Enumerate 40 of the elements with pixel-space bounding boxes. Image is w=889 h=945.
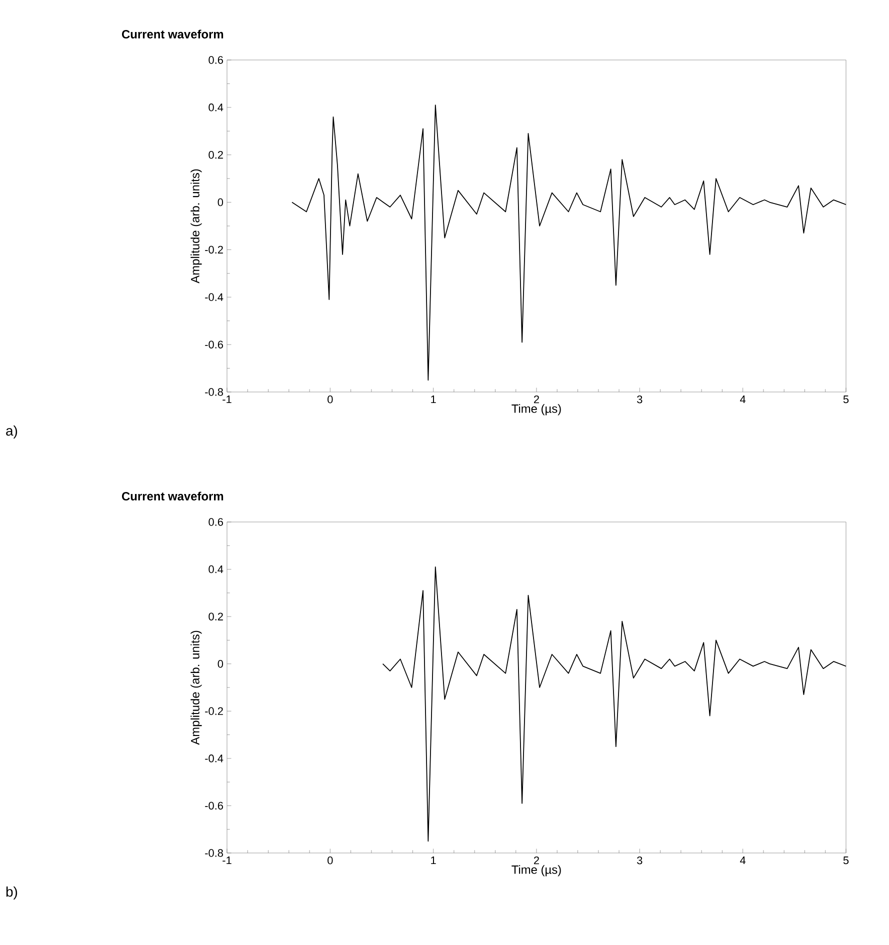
y-tick-label: -0.4 (205, 754, 224, 762)
x-axis-title: Time (µs) (512, 865, 561, 876)
text: b) (6, 886, 18, 900)
x-tick-label: 2 (534, 856, 539, 864)
y-tick-label: 0.4 (208, 565, 224, 574)
x-tick-label: 2 (534, 396, 539, 404)
line-series (292, 104, 846, 381)
x-tick-label: 0 (328, 396, 333, 404)
y-tick-label: -0.2 (205, 707, 223, 716)
y-tick-label: 0 (218, 660, 224, 668)
line-series (382, 566, 846, 842)
y-tick-label: 0.6 (208, 56, 223, 64)
y-tick-label: 0.6 (208, 518, 223, 526)
x-tick-label: 5 (843, 856, 849, 864)
y-tick-label: -0.4 (205, 293, 224, 302)
y-axis-title: Amplitude (arb. units) (190, 169, 202, 284)
x-tick-label: -1 (222, 396, 232, 404)
x-tick-label: 4 (740, 396, 746, 404)
chart-title: Current waveform (122, 492, 224, 500)
x-tick-label: -1 (222, 856, 232, 864)
y-tick-label: 0.2 (208, 612, 223, 620)
x-tick-label: 3 (637, 856, 642, 864)
y-tick-label: 0 (218, 198, 224, 206)
chart-title: Current waveform (122, 30, 224, 38)
y-tick-label: -0.2 (205, 246, 223, 254)
y-tick-label: 0.2 (208, 150, 223, 159)
y-tick-label: -0.6 (205, 802, 223, 810)
y-tick-label: -0.8 (205, 388, 223, 396)
x-tick-label: 5 (843, 396, 849, 404)
x-tick-label: 1 (431, 396, 436, 404)
x-axis-title: Time (µs) (512, 404, 561, 416)
x-tick-label: 3 (637, 396, 642, 404)
x-tick-label: 4 (740, 856, 746, 864)
x-tick-label: 0 (328, 856, 333, 864)
y-tick-label: -0.8 (205, 849, 223, 857)
y-axis-title: Amplitude (arb. units) (190, 630, 202, 745)
y-tick-label: 0.4 (208, 104, 224, 112)
text: a) (6, 425, 18, 438)
x-tick-label: 1 (431, 856, 436, 864)
y-tick-label: -0.6 (205, 340, 223, 348)
